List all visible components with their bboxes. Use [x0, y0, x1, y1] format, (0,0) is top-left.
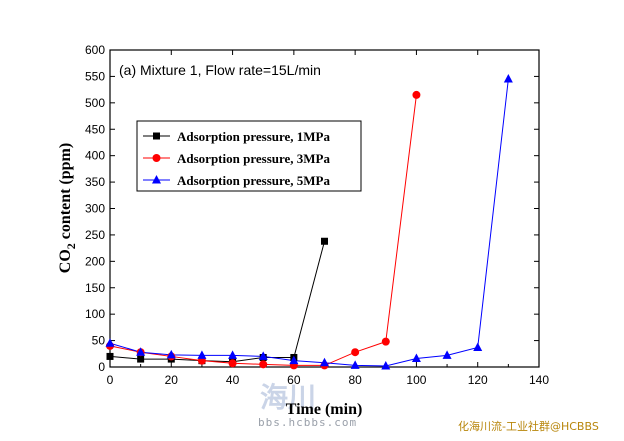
- x-tick-label: 40: [226, 373, 240, 387]
- data-point-series-3: [105, 338, 115, 347]
- y-tick-label: 150: [85, 281, 105, 295]
- y-tick-label: 350: [85, 175, 105, 189]
- data-point-series-3: [350, 360, 360, 369]
- legend-box: [136, 120, 362, 192]
- x-tick-label: 120: [468, 373, 488, 387]
- x-tick-label: 140: [529, 373, 549, 387]
- x-tick-label: 80: [348, 373, 362, 387]
- y-tick-label: 250: [85, 228, 105, 242]
- watermark-credit: 化海川流-工业社群@HCBBS: [458, 419, 599, 433]
- data-point-series-3: [289, 355, 299, 365]
- y-tick-label: 500: [85, 96, 105, 110]
- data-point-series-3: [166, 349, 176, 359]
- legend-marker-2: [152, 154, 161, 162]
- y-tick-label: 600: [85, 43, 105, 57]
- watermark-url: bbs.hcbbs.com: [258, 416, 357, 429]
- watermark: 海川: [260, 381, 316, 414]
- legend-marker-1: [153, 132, 160, 140]
- data-point-series-3: [228, 350, 238, 359]
- data-point-series-1: [321, 237, 328, 245]
- axes: 0 20 40 60 80 100 120 140 0 50 100 150 200 250 300 350 4…: [85, 43, 549, 387]
- y-tick-label: 450: [85, 122, 105, 136]
- legend-label-1: Adsorption pressure, 1MPa: [177, 129, 330, 144]
- watermark-logo-text: 海川: [260, 381, 316, 414]
- series-markers: [105, 74, 513, 370]
- x-tick-label: 100: [406, 373, 426, 387]
- data-point-series-2: [259, 360, 268, 369]
- y-tick-label: 550: [85, 69, 105, 83]
- data-point-series-1: [106, 352, 114, 360]
- x-tick-label: 0: [107, 373, 114, 387]
- y-tick-label: 300: [85, 202, 105, 216]
- plot-frame: [109, 49, 540, 368]
- legend: Adsorption pressure, 1MPa Adsorption pres…: [136, 120, 362, 192]
- data-point-series-2: [351, 348, 360, 357]
- data-point-series-3: [258, 351, 268, 360]
- y-tick-label: 200: [85, 254, 105, 268]
- data-point-series-1: [137, 355, 145, 363]
- series-line-3: [109, 79, 509, 367]
- data-point-series-3: [320, 357, 329, 367]
- y-axis-title-main: CO: [57, 249, 74, 273]
- data-point-series-3: [442, 350, 452, 359]
- y-tick-label: 50: [92, 334, 106, 348]
- legend-marker-3: [152, 175, 161, 184]
- y-tick-label: 100: [85, 307, 105, 321]
- y-tick-label: 400: [85, 149, 105, 163]
- x-tick-label: 60: [287, 373, 301, 387]
- data-point-series-3: [411, 353, 421, 363]
- y-axis-title: CO2 content (ppm): [57, 143, 78, 273]
- x-axis-title: Time (min): [286, 401, 363, 418]
- y-tick-label: 0: [98, 360, 105, 374]
- y-axis-title-subscript: 2: [64, 243, 78, 249]
- data-point-series-3: [473, 342, 483, 351]
- data-point-series-3: [136, 347, 146, 356]
- data-point-series-3: [381, 360, 391, 370]
- legend-label-2: Adsorption pressure, 3MPa: [177, 151, 330, 166]
- data-point-series-3: [197, 350, 207, 359]
- series-line-1: [109, 241, 325, 363]
- y-axis-title-rest: content (ppm): [57, 143, 74, 243]
- data-point-series-3: [503, 74, 513, 83]
- x-tick-label: 20: [165, 373, 179, 387]
- data-point-series-2: [228, 359, 237, 368]
- data-point-series-2: [381, 337, 390, 346]
- legend-label-3: Adsorption pressure, 5MPa: [177, 173, 330, 188]
- data-point-series-2: [412, 90, 421, 99]
- panel-annotation: (a) Mixture 1, Flow rate=15L/min: [119, 62, 321, 78]
